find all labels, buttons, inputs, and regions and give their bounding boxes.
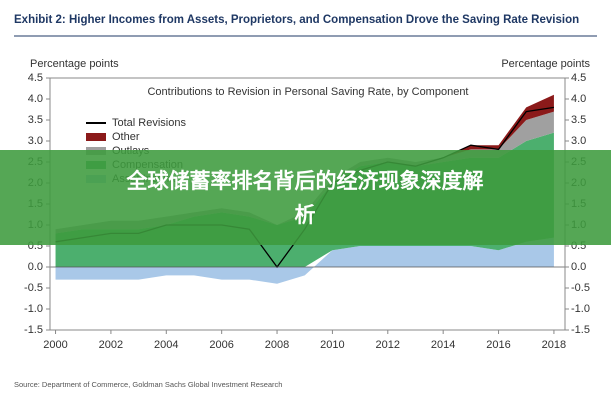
y-tick-label: -1.0 [24, 303, 43, 315]
y-tick-label: 0.0 [28, 261, 43, 273]
x-tick-label: 2018 [542, 339, 566, 351]
x-tick-label: 2016 [486, 339, 510, 351]
area [55, 237, 554, 284]
x-tick-label: 2012 [376, 339, 400, 351]
y-axis-label: Percentage points [30, 58, 119, 70]
source-note: Source: Department of Commerce, Goldman … [14, 380, 282, 389]
legend-swatch [86, 133, 106, 141]
x-tick-label: 2002 [99, 339, 123, 351]
y2-tick-label: 0.0 [571, 261, 586, 273]
x-tick-label: 2000 [43, 339, 67, 351]
legend-label: Total Revisions [112, 117, 186, 129]
y2-tick-label: 3.5 [571, 114, 586, 126]
y2-tick-label: -1.5 [571, 324, 590, 336]
y-tick-label: 4.0 [28, 93, 43, 105]
y2-tick-label: 3.0 [571, 135, 586, 147]
chart-title: Contributions to Revision in Personal Sa… [147, 86, 468, 98]
y-tick-label: 3.5 [28, 114, 43, 126]
exhibit-title: Exhibit 2: Higher Incomes from Assets, P… [14, 14, 579, 26]
y2-tick-label: 4.0 [571, 93, 586, 105]
x-tick-label: 2004 [154, 339, 178, 351]
y-tick-label: 4.5 [28, 72, 43, 84]
x-tick-label: 2010 [320, 339, 344, 351]
x-tick-label: 2008 [265, 339, 289, 351]
x-tick-label: 2014 [431, 339, 455, 351]
x-tick-label: 2006 [209, 339, 233, 351]
y2-tick-label: -1.0 [571, 303, 590, 315]
legend-label: Other [112, 131, 140, 143]
banner [0, 150, 611, 245]
banner-text: 全球储蓄率排名背后的经济现象深度解析 [126, 169, 484, 227]
y2-tick-label: 4.5 [571, 72, 586, 84]
y-tick-label: -1.5 [24, 324, 43, 336]
y2-axis-label: Percentage points [501, 58, 590, 70]
y-tick-label: -0.5 [24, 282, 43, 294]
y-tick-label: 3.0 [28, 135, 43, 147]
y2-tick-label: -0.5 [571, 282, 590, 294]
